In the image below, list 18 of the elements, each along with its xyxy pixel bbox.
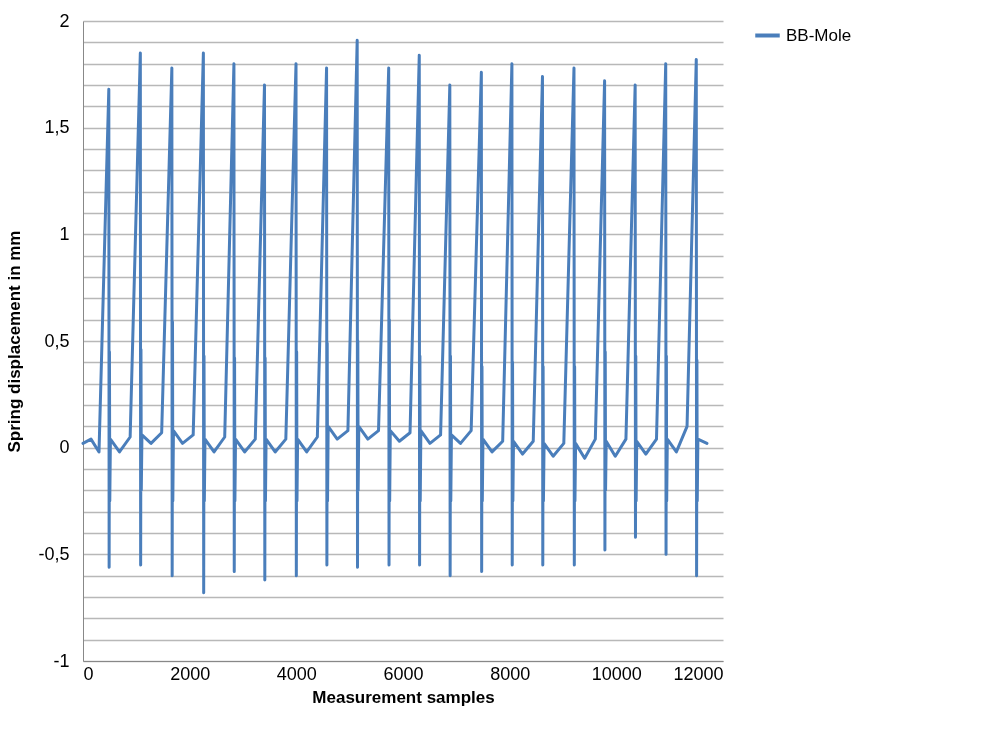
y-tick-label: 1,5 [44, 117, 70, 138]
y-axis-title: Spring displacement in mm [5, 230, 25, 453]
y-tick-label: 2 [59, 10, 70, 31]
y-tick-label: 0,5 [44, 330, 70, 351]
x-tick-label: 0 [83, 663, 94, 684]
x-tick-label: 6000 [383, 663, 424, 684]
line-series [81, 38, 709, 595]
y-tick-label: 0 [59, 437, 70, 458]
x-tick-label: 12000 [673, 663, 724, 684]
x-axis-title: Measurement samples [312, 687, 495, 707]
x-tick-label: 4000 [276, 663, 317, 684]
x-tick-label: 2000 [170, 663, 211, 684]
legend-label: BB-Mole [786, 25, 852, 45]
y-tick-label: -1 [53, 650, 70, 671]
y-tick-label: 1 [59, 223, 70, 244]
y-tick-label: -0,5 [38, 543, 70, 564]
x-tick-label: 8000 [490, 663, 531, 684]
x-tick-label: 10000 [591, 663, 642, 684]
